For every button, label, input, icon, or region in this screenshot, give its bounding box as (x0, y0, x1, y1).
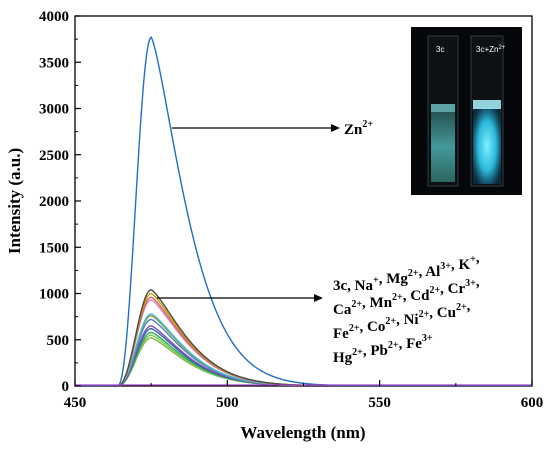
zn-annotation: Zn2+ (344, 119, 373, 138)
inset-label-3c: 3c (436, 45, 444, 54)
series-line (75, 314, 532, 386)
cuvette-3c (427, 35, 459, 187)
x-axis: 450 500 550 600 (64, 380, 544, 411)
y-tick-label: 4000 (39, 9, 69, 25)
ions-annotation: 3c, Na+, Mg2+, Al3+, K+,Ca2+, Mn2+, Cd2+… (333, 250, 480, 366)
y-tick-label: 3500 (39, 55, 69, 71)
ions-annotation-line: 3c, Na+, Mg2+, Al3+, K+, (333, 250, 480, 294)
ions-annotation-line: Fe2+, Co2+, Ni2+, Cu2+, (333, 298, 471, 342)
inset-photo: 3c 3c+Zn2+ (411, 27, 522, 195)
x-tick-label: 550 (368, 395, 391, 411)
y-tick-label: 1500 (39, 240, 69, 256)
y-axis: 0 500 1000 1500 2000 2500 3000 3500 4000 (39, 9, 81, 395)
y-tick-label: 1000 (39, 287, 69, 303)
ions-annotation-line: Ca2+, Mn2+, Cd2+, Cr3+, (333, 274, 480, 318)
x-tick-label: 450 (64, 395, 87, 411)
series-line (75, 313, 532, 386)
y-tick-label: 2000 (39, 194, 69, 210)
y-tick-label: 500 (47, 333, 70, 349)
x-tick-label: 500 (216, 395, 239, 411)
y-tick-label: 3000 (39, 102, 69, 118)
ions-annotation-line: Hg2+, Pb2+, Fe3+ (333, 333, 433, 366)
series-line (75, 334, 532, 386)
others-arrow (157, 294, 323, 302)
y-axis-title: Intensity (a.u.) (5, 148, 24, 254)
y-tick-label: 2500 (39, 148, 69, 164)
series-line (75, 325, 532, 386)
zn-arrow (172, 124, 340, 132)
cuvette-3c-zn (470, 35, 504, 187)
x-axis-title: Wavelength (nm) (240, 423, 365, 442)
series-line (75, 337, 532, 386)
series-line (75, 331, 532, 386)
inset-label-3c-zn: 3c+Zn2+ (476, 45, 506, 54)
series-line (75, 318, 532, 386)
y-tick-label: 0 (62, 379, 70, 395)
series-line (75, 327, 532, 386)
x-tick-label: 600 (521, 395, 544, 411)
